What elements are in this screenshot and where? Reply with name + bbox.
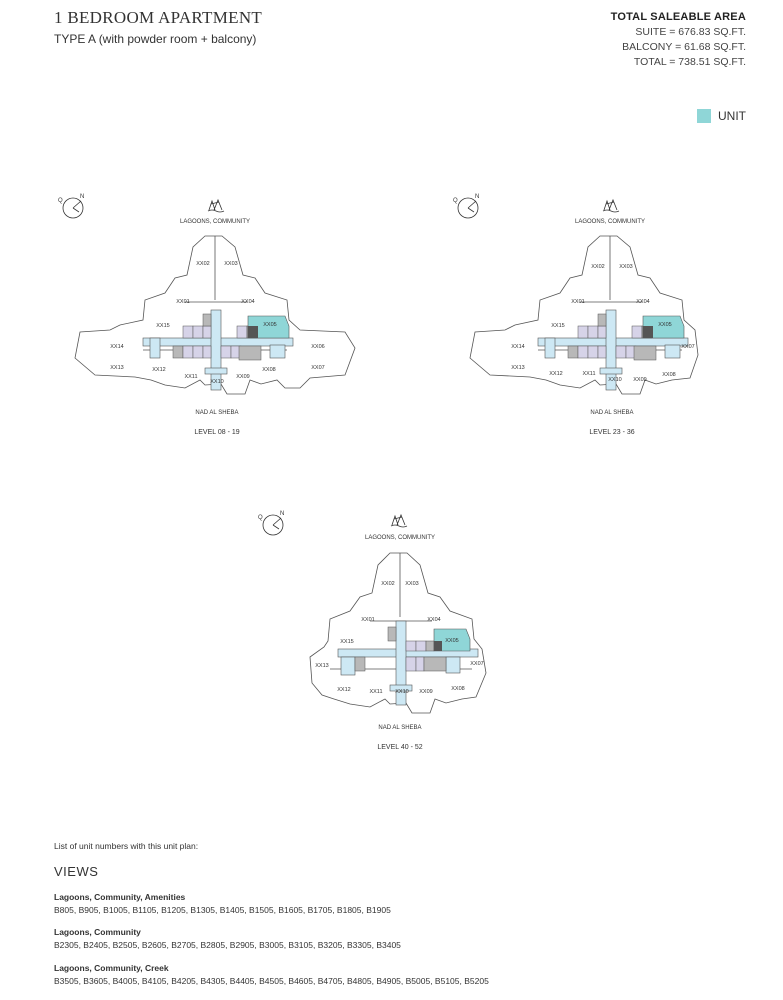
area-suite: SUITE = 676.83 SQ.FT. (635, 26, 746, 38)
unit-label-xx03: XX03 (405, 581, 418, 587)
view-group-units: B805, B905, B1005, B1105, B1205, B1305, … (54, 905, 391, 915)
highlighted-unit (247, 315, 290, 339)
unit-label-xx09: XX09 (236, 374, 249, 380)
view-group-title: Lagoons, Community, Amenities (54, 892, 186, 902)
unit-label-xx12: XX12 (549, 371, 562, 377)
unit-label-xx05: XX05 (445, 638, 458, 644)
view-group-amenities: Lagoons, Community, Amenities B805, B905… (54, 891, 391, 917)
unit-label-xx13: XX13 (511, 365, 524, 371)
unit-label-xx13: XX13 (315, 663, 328, 669)
floor-plan-drawing: Q N LAGOONS, COMMUNITY X (58, 194, 356, 436)
unit-label-xx02: XX02 (381, 581, 394, 587)
corridor (537, 309, 689, 391)
floor-plan-drawing: Q N LAGOONS, COMMUNITY X (453, 194, 699, 436)
view-group-creek: Lagoons, Community, Creek B3505, B3605, … (54, 962, 489, 988)
bottom-view-label: NAD AL SHEBA (378, 725, 421, 731)
compass-n: N (80, 194, 84, 200)
unit-label-xx07: XX07 (681, 344, 694, 350)
compass-q: Q (58, 198, 63, 204)
unit-label-xx10: XX10 (210, 379, 223, 385)
view-group-community: Lagoons, Community B2305, B2405, B2505, … (54, 926, 401, 952)
bottom-view-label: NAD AL SHEBA (195, 410, 238, 416)
view-group-units: B2305, B2405, B2505, B2605, B2705, B2805… (54, 940, 401, 950)
unit-legend-label: UNIT (718, 109, 746, 123)
compass-icon: Q N (453, 194, 479, 219)
level-label: LEVEL 23 - 36 (589, 429, 634, 436)
core-rooms (354, 626, 447, 672)
floor-plan-level-08-19: Q N LAGOONS, COMMUNITY X (55, 190, 375, 440)
unit-label-xx02: XX02 (591, 264, 604, 270)
level-label: LEVEL 08 - 19 (194, 429, 239, 436)
area-summary: TOTAL SALEABLE AREA SUITE = 676.83 SQ.FT… (611, 10, 746, 70)
view-group-title: Lagoons, Community, Creek (54, 963, 169, 973)
unit-label-xx11: XX11 (582, 371, 595, 377)
page-title: 1 BEDROOM APARTMENT (54, 8, 263, 27)
view-group-title: Lagoons, Community (54, 927, 141, 937)
unit-label-xx15: XX15 (340, 639, 353, 645)
unit-legend-swatch (697, 109, 711, 123)
unit-label-xx07: XX07 (311, 365, 324, 371)
unit-label-xx05: XX05 (658, 322, 671, 328)
compass-q: Q (258, 515, 263, 521)
unit-label-xx11: XX11 (369, 689, 382, 695)
lagoon-icon (207, 198, 225, 213)
unit-label-xx11: XX11 (184, 374, 197, 380)
area-heading: TOTAL SALEABLE AREA (610, 11, 746, 23)
unit-label-xx09: XX09 (633, 377, 646, 383)
unit-label-xx01: XX01 (176, 299, 189, 305)
compass-icon: Q N (58, 194, 84, 219)
floor-plan-drawing: Q N LAGOONS, COMMUNITY XX02 XX03 XX01 (258, 511, 487, 751)
unit-legend: UNIT (697, 109, 746, 123)
floor-plan-level-40-52: Q N LAGOONS, COMMUNITY XX02 XX03 XX01 (250, 505, 550, 760)
unit-label-xx08: XX08 (451, 686, 464, 692)
unit-labels: XX02 XX03 XX01 XX04 XX05 XX15 XX13 XX07 … (315, 581, 483, 695)
highlighted-unit (433, 628, 471, 652)
unit-label-xx08: XX08 (662, 372, 675, 378)
area-balcony: BALCONY = 61.68 SQ.FT. (622, 41, 746, 53)
unit-label-xx09: XX09 (419, 689, 432, 695)
floor-plan-level-23-36: Q N LAGOONS, COMMUNITY X (450, 190, 770, 440)
views-heading: VIEWS (54, 864, 99, 879)
unit-label-xx03: XX03 (619, 264, 632, 270)
unit-label-xx15: XX15 (551, 323, 564, 329)
unit-list-intro: List of unit numbers with this unit plan… (54, 841, 199, 851)
unit-label-xx12: XX12 (152, 367, 165, 373)
unit-label-xx04: XX04 (241, 299, 254, 305)
highlighted-unit (642, 315, 685, 339)
unit-label-xx03: XX03 (224, 261, 237, 267)
unit-label-xx10: XX10 (395, 689, 408, 695)
compass-icon: Q N (258, 511, 284, 536)
unit-label-xx04: XX04 (636, 299, 649, 305)
area-total: TOTAL = 738.51 SQ.FT. (633, 56, 746, 68)
top-view-label: LAGOONS, COMMUNITY (180, 219, 250, 225)
unit-labels: XX02 XX03 XX01 XX04 XX05 XX15 XX14 XX06 … (110, 261, 324, 385)
unit-label-xx05: XX05 (263, 322, 276, 328)
unit-label-xx12: XX12 (337, 687, 350, 693)
compass-q: Q (453, 198, 458, 204)
corridor (142, 309, 294, 391)
unit-labels: XX02 XX03 XX01 XX04 XX05 XX15 XX14 XX07 … (511, 264, 694, 383)
top-view-label: LAGOONS, COMMUNITY (575, 219, 645, 225)
unit-label-xx07: XX07 (470, 661, 483, 667)
unit-label-xx13: XX13 (110, 365, 123, 371)
view-group-units: B3505, B3605, B4005, B4105, B4205, B4305… (54, 976, 489, 986)
unit-label-xx15: XX15 (156, 323, 169, 329)
compass-n: N (280, 511, 284, 517)
page-subtitle: TYPE A (with powder room + balcony) (54, 32, 257, 46)
unit-label-xx08: XX08 (262, 367, 275, 373)
lagoon-icon (602, 198, 620, 213)
unit-label-xx14: XX14 (511, 344, 524, 350)
unit-label-xx14: XX14 (110, 344, 123, 350)
lagoon-icon (390, 513, 408, 528)
bottom-view-label: NAD AL SHEBA (590, 410, 633, 416)
top-view-label: LAGOONS, COMMUNITY (365, 535, 435, 541)
level-label: LEVEL 40 - 52 (377, 744, 422, 751)
unit-label-xx06: XX06 (311, 344, 324, 350)
compass-n: N (475, 194, 479, 200)
unit-label-xx01: XX01 (361, 617, 374, 623)
unit-label-xx04: XX04 (427, 617, 440, 623)
unit-label-xx02: XX02 (196, 261, 209, 267)
unit-label-xx01: XX01 (571, 299, 584, 305)
unit-label-xx10: XX10 (608, 377, 621, 383)
